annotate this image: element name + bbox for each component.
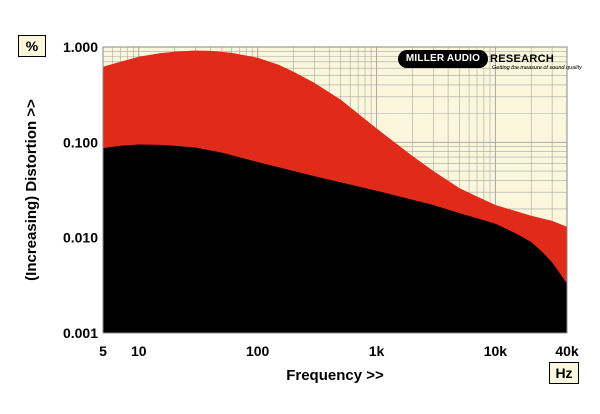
y-tick-label: 0.001 <box>63 325 98 341</box>
y-axis-title: (Increasing) Distortion >> <box>23 99 40 281</box>
logo-brand-rest: RESEARCH <box>490 53 555 65</box>
logo-tagline: Getting the measure of sound quality <box>492 65 582 71</box>
x-tick-label: 1k <box>369 343 385 359</box>
x-tick-label: 40k <box>555 343 579 359</box>
tick-labels: 5 10 100 1k 10k 40k 0.001 0.010 0.100 1.000 <box>63 39 579 359</box>
x-tick-label: 5 <box>99 343 107 359</box>
x-tick-label: 10 <box>131 343 147 359</box>
x-axis-title: Frequency >> <box>286 367 384 384</box>
logo-brand: MILLER AUDIO <box>398 50 488 68</box>
y-tick-label: 0.010 <box>63 230 98 246</box>
x-tick-label: 100 <box>246 343 270 359</box>
miller-audio-research-logo: MILLER AUDIO RESEARCH Getting the measur… <box>398 48 582 74</box>
y-tick-label: 0.100 <box>63 134 98 150</box>
y-unit-badge: % <box>18 35 46 57</box>
x-tick-label: 10k <box>484 343 508 359</box>
y-tick-label: 1.000 <box>63 39 98 55</box>
series-layer <box>103 50 567 333</box>
plot-frame <box>102 46 568 334</box>
x-unit-badge: Hz <box>549 362 579 384</box>
series-area-2 <box>103 144 567 333</box>
